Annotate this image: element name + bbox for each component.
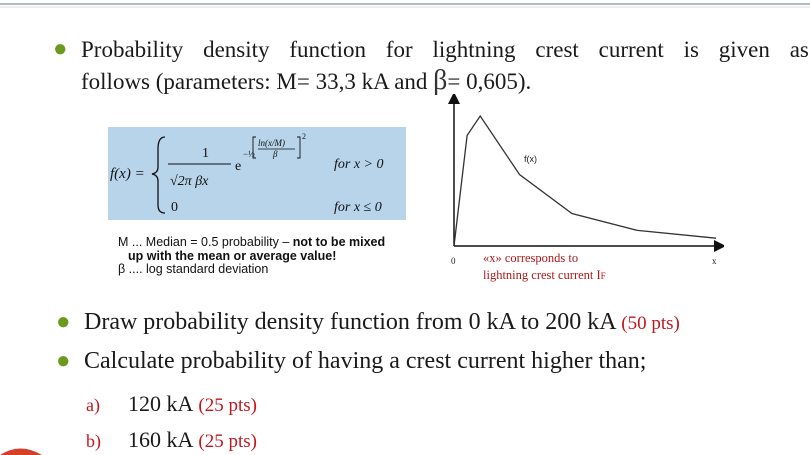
case-zero: 0	[171, 200, 178, 215]
note-bold-1: not to be mixed	[292, 235, 386, 249]
bullet-line-2: follows (parameters: M= 33,3 kA and β= 0…	[81, 65, 809, 97]
pdf-curve	[453, 114, 717, 247]
exp-denominator: β	[272, 149, 278, 159]
formula-svg: f(x) = 1 √2π βx e −½ ln(x/M) β 2 for x >…	[110, 132, 384, 215]
origin-label: 0	[451, 256, 456, 266]
chart-note: «x» corresponds to lightning crest curre…	[483, 250, 606, 285]
bullet-calc-text: Calculate probability of having a crest …	[84, 348, 647, 374]
item-a: a) 120 kA (25 pts)	[86, 391, 257, 419]
bullet-word: given	[718, 37, 770, 62]
bullet-draw-pts: (50 pts)	[621, 313, 680, 334]
top-border-line	[0, 3, 810, 8]
left-brace	[151, 136, 166, 214]
note-beta: β .... log standard deviation	[118, 262, 269, 276]
exp-coef: −½	[243, 149, 255, 159]
chart-note-2: lightning crest current I	[483, 268, 601, 282]
note-bold-2: up with the mean or average value!	[128, 248, 337, 263]
exp-base: e	[235, 159, 241, 174]
formula-lhs: f(x) =	[110, 166, 145, 182]
bullet-dot: ●	[56, 348, 71, 374]
exp-power: 2	[302, 132, 306, 141]
item-b-pts: (25 pts)	[198, 431, 257, 452]
bullet-word: as	[789, 37, 809, 62]
frac-denominator: √2π βx	[170, 174, 209, 189]
note-median: M ... Median = 0.5 probability –	[118, 235, 293, 249]
pdf-chart: f(x) 0 x	[448, 94, 724, 266]
item-b-value: 160 kA	[128, 427, 194, 452]
corner-decoration	[0, 448, 42, 455]
bullet-dot: ●	[53, 36, 68, 62]
bullet-word: crest	[535, 37, 579, 62]
curve-label: f(x)	[524, 154, 537, 164]
line2-suffix: = 0,605).	[447, 69, 532, 94]
frac-numerator: 1	[202, 146, 209, 161]
x-axis-label: x	[712, 256, 717, 266]
case-2: for x ≤ 0	[334, 200, 382, 215]
item-a-pts: (25 pts)	[198, 395, 257, 416]
item-b-label: b)	[86, 431, 101, 451]
formula-box: f(x) = 1 √2π βx e −½ ln(x/M) β 2 for x >…	[108, 127, 406, 220]
item-a-value: 120 kA	[128, 391, 194, 416]
line2-prefix: follows (parameters: M= 33,3 kA and	[81, 69, 434, 94]
case-1: for x > 0	[334, 157, 384, 172]
chart-note-1: «x» corresponds to	[483, 251, 579, 265]
bullet-draw-text: Draw probability density function from 0…	[84, 309, 616, 335]
item-b: b) 160 kA (25 pts)	[86, 427, 257, 455]
bullet-word: is	[683, 37, 699, 62]
chart-note-sub: F	[600, 271, 606, 281]
bullet-word: Probability	[81, 37, 184, 62]
bullet-word: density	[203, 37, 270, 62]
bullet-word: function	[289, 37, 366, 62]
bullet-line-1: Probability density function for lightning cr…	[81, 34, 809, 65]
exp-numerator: ln(x/M)	[258, 138, 285, 148]
bullet-dot: ●	[56, 309, 71, 335]
beta-symbol: β	[433, 65, 448, 96]
bullet-word: current	[598, 37, 664, 62]
bullet-word: lightning	[432, 37, 516, 62]
item-a-label: a)	[86, 395, 100, 415]
bullet-word: for	[385, 37, 413, 62]
formula-notes: M ... Median = 0.5 probability – not to …	[118, 235, 386, 277]
